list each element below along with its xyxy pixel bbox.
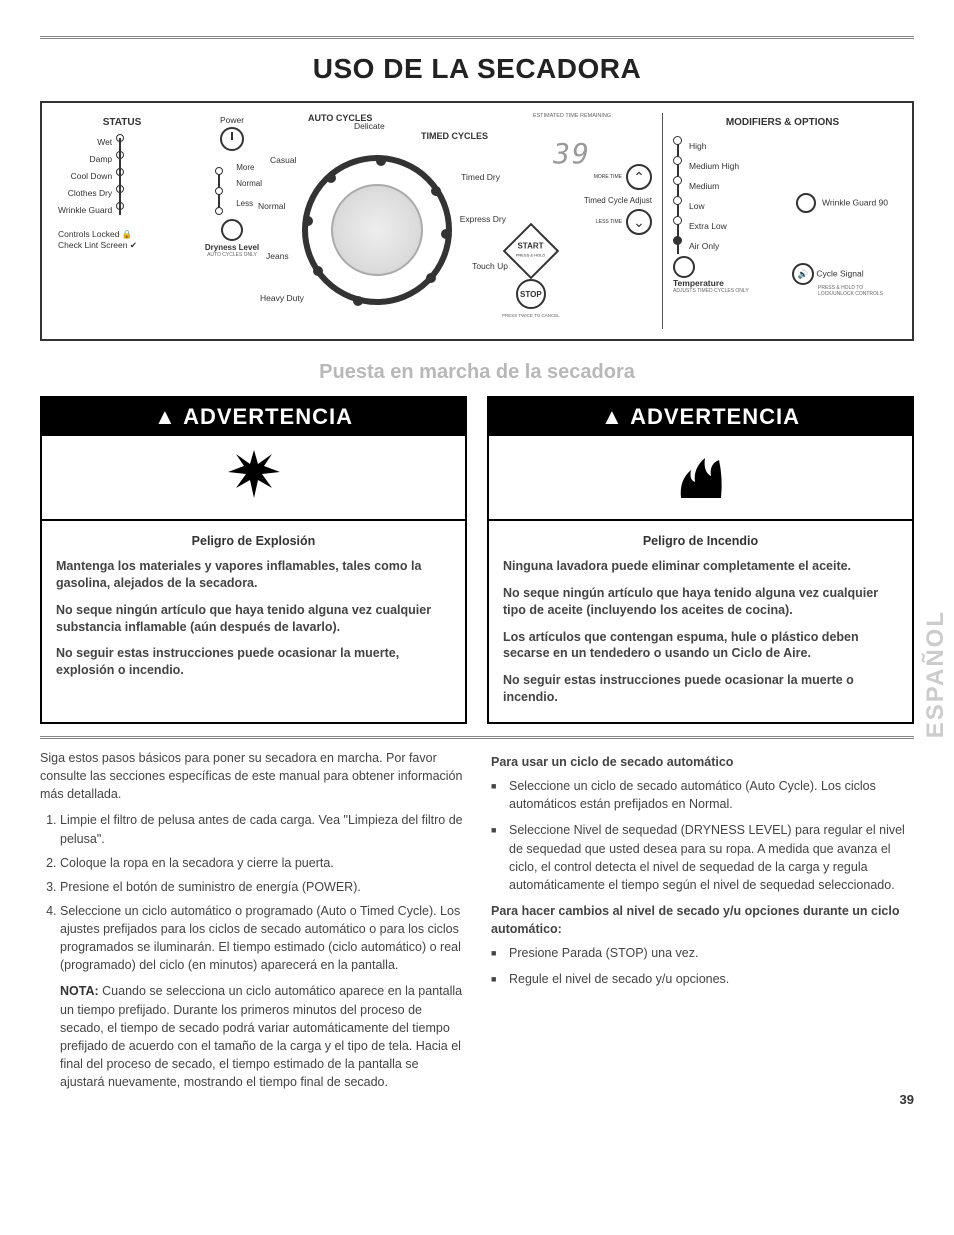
right-column: Para usar un ciclo de secado automático … <box>491 749 914 1091</box>
warning-row: ▲ ADVERTENCIA Peligro de Explosión Mante… <box>40 396 914 724</box>
temp-label: Medium <box>689 176 739 196</box>
check-icon: ✔ <box>130 240 137 250</box>
step-item: Seleccione un ciclo automático o program… <box>60 902 463 975</box>
dial-column: AUTO CYCLES TIMED CYCLES Delicate Casual… <box>272 113 482 329</box>
up-arrow-icon: ⌃ <box>626 164 652 190</box>
status-track <box>116 134 124 219</box>
temp-button-icon <box>673 256 695 278</box>
step-item: Presione el botón de suministro de energ… <box>60 878 463 896</box>
nota-text: NOTA: Cuando se selecciona un ciclo auto… <box>40 982 463 1091</box>
cycle-signal-sub: PRESS & HOLD TO LOCK/UNLOCK CONTROLS <box>818 285 888 297</box>
timed-adjust-label: Timed Cycle Adjust <box>584 196 652 205</box>
warning-triangle-icon: ▲ <box>154 404 177 430</box>
warning-fire: ▲ ADVERTENCIA Peligro de Incendio Ningun… <box>487 396 914 724</box>
page-title: USO DE LA SECADORA <box>40 53 914 85</box>
warning-text: No seguir estas instrucciones puede ocas… <box>503 672 898 706</box>
cycle-signal-option: 🔊 Cycle Signal PRESS & HOLD TO LOCK/UNLO… <box>792 263 888 297</box>
warning-text: Mantenga los materiales y vapores inflam… <box>56 558 451 592</box>
status-column: STATUS Wet Damp Cool Down Clothes Dry Wr… <box>52 113 192 329</box>
warning-text: No seque ningún artículo que haya tenido… <box>503 585 898 619</box>
list-item: Seleccione Nivel de sequedad (DRYNESS LE… <box>509 821 914 894</box>
explosion-icon <box>42 436 465 521</box>
temp-label: High <box>689 136 739 156</box>
list-item: Presione Parada (STOP) una vez. <box>509 944 914 962</box>
cycle-label: Heavy Duty <box>260 293 304 303</box>
cycle-label: Jeans <box>266 251 289 261</box>
body-columns: Siga estos pasos básicos para poner su s… <box>40 749 914 1091</box>
temp-track <box>673 136 683 256</box>
modifiers-heading: MODIFIERS & OPTIONS <box>673 117 892 128</box>
timed-cycles-hd: TIMED CYCLES <box>421 131 488 141</box>
dryness-heading: Dryness Level <box>202 243 262 252</box>
mid-rule <box>40 736 914 739</box>
warning-title: Peligro de Incendio <box>503 533 898 550</box>
warning-text: No seque ningún artículo que haya tenido… <box>56 602 451 636</box>
temp-label: Medium High <box>689 156 739 176</box>
stop-button-icon: STOP <box>516 279 546 309</box>
controls-locked-row: Controls Locked 🔒 <box>58 229 186 240</box>
language-tab: ESPAÑOL <box>922 610 950 738</box>
temp-label: Low <box>689 196 739 216</box>
stop-sub: PRESS TWICE TO CANCEL <box>502 313 560 318</box>
warning-text: Los artículos que contengan espuma, hule… <box>503 629 898 663</box>
auto-cycle-list: Seleccione un ciclo de secado automático… <box>491 777 914 894</box>
cycle-label: Casual <box>270 155 296 165</box>
power-icon <box>220 127 244 151</box>
status-label: Cool Down <box>58 168 112 185</box>
power-label: Power <box>202 115 262 125</box>
option-icon <box>796 193 816 213</box>
status-label: Damp <box>58 151 112 168</box>
status-label: Wet <box>58 134 112 151</box>
step-item: Limpie el filtro de pelusa antes de cada… <box>60 811 463 847</box>
dryness-sub: AUTO CYCLES ONLY <box>202 252 262 258</box>
display-column: ESTIMATED TIME REMAINING 39 MORE TIME ⌃ … <box>492 113 652 329</box>
page-number: 39 <box>900 1092 914 1107</box>
dryness-button-icon <box>221 219 243 241</box>
warning-header: ▲ ADVERTENCIA <box>42 398 465 436</box>
status-label: Clothes Dry <box>58 185 112 202</box>
start-button-icon: STARTPRESS & HOLD <box>503 223 560 280</box>
warning-text: Ninguna lavadora puede eliminar completa… <box>503 558 898 575</box>
lock-icon: 🔒 <box>122 229 133 239</box>
cycle-label: Delicate <box>354 121 385 131</box>
more-time-label: MORE TIME <box>594 174 622 180</box>
control-panel-diagram: STATUS Wet Damp Cool Down Clothes Dry Wr… <box>40 101 914 341</box>
est-time-label: ESTIMATED TIME REMAINING <box>492 113 652 119</box>
fire-icon <box>489 436 912 521</box>
wrinkle-guard-option: Wrinkle Guard 90 <box>796 193 888 213</box>
warning-header: ▲ ADVERTENCIA <box>489 398 912 436</box>
warning-triangle-icon: ▲ <box>601 404 624 430</box>
dryness-track <box>215 167 223 215</box>
steps-list: Limpie el filtro de pelusa antes de cada… <box>40 811 463 974</box>
temp-label: Air Only <box>689 236 739 256</box>
changes-list: Presione Parada (STOP) una vez. Regule e… <box>491 944 914 988</box>
dryness-level: Normal <box>236 179 262 199</box>
power-column: Power More Normal Less Dryness Level AUT… <box>202 113 262 329</box>
list-item: Seleccione un ciclo de secado automático… <box>509 777 914 813</box>
temp-label: Extra Low <box>689 216 739 236</box>
left-column: Siga estos pasos básicos para poner su s… <box>40 749 463 1091</box>
warning-text: No seguir estas instrucciones puede ocas… <box>56 645 451 679</box>
cycle-dial <box>302 155 452 305</box>
list-item: Regule el nivel de secado y/u opciones. <box>509 970 914 988</box>
warning-explosion: ▲ ADVERTENCIA Peligro de Explosión Mante… <box>40 396 467 724</box>
cycle-label: Normal <box>258 201 285 211</box>
auto-cycle-heading: Para usar un ciclo de secado automático <box>491 753 914 771</box>
top-rule <box>40 36 914 39</box>
less-time-label: LESS TIME <box>596 219 622 225</box>
changes-heading: Para hacer cambios al nivel de secado y/… <box>491 902 914 938</box>
section-subhead: Puesta en marcha de la secadora <box>40 361 914 384</box>
speaker-icon: 🔊 <box>792 263 814 285</box>
status-label: Wrinkle Guard <box>58 202 112 219</box>
check-lint-row: Check Lint Screen ✔ <box>58 240 186 251</box>
modifiers-column: MODIFIERS & OPTIONS High Medium High Med… <box>662 113 902 329</box>
down-arrow-icon: ⌄ <box>626 209 652 235</box>
dryness-level: More <box>236 163 262 179</box>
status-heading: STATUS <box>58 117 186 128</box>
step-item: Coloque la ropa en la secadora y cierre … <box>60 854 463 872</box>
intro-text: Siga estos pasos básicos para poner su s… <box>40 749 463 803</box>
warning-title: Peligro de Explosión <box>56 533 451 550</box>
